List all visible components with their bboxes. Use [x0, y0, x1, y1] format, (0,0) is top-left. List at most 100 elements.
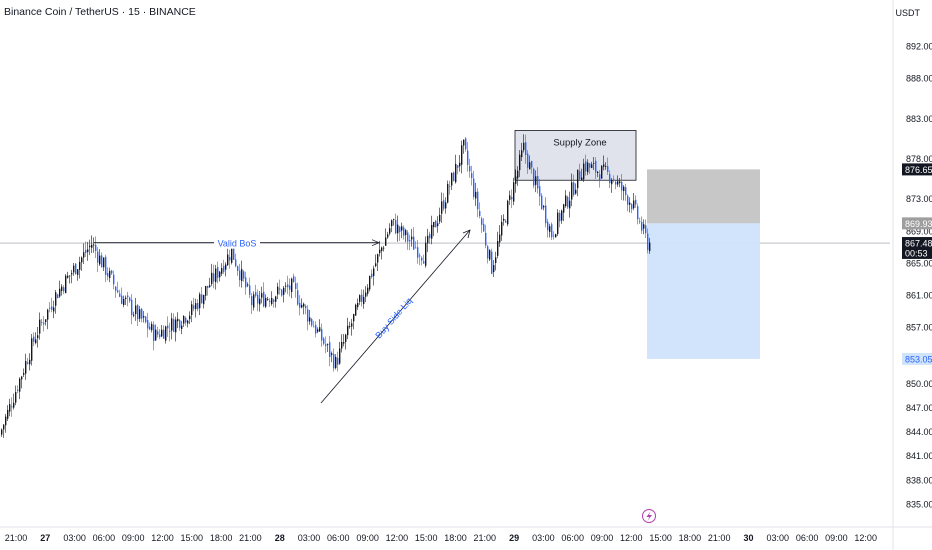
candle-body	[35, 339, 37, 344]
candle-body	[513, 182, 515, 202]
price-label: 876.65	[905, 165, 932, 175]
candle-body	[417, 247, 419, 258]
chart-title: Binance Coin / TetherUS · 15 · BINANCE	[4, 6, 196, 18]
candle-body	[153, 324, 155, 341]
candle-body	[211, 272, 213, 284]
y-tick-label: 841.00	[906, 451, 932, 461]
candle-body	[511, 196, 513, 200]
y-tick-label: 883.00	[906, 114, 932, 124]
candle-body	[597, 171, 599, 174]
candle-body	[305, 306, 307, 309]
candle-body	[117, 290, 119, 293]
candle-body	[537, 176, 539, 189]
take-profit-zone	[647, 223, 760, 359]
candle-body	[137, 305, 139, 320]
candle-body	[641, 221, 643, 231]
candle-body	[559, 213, 561, 222]
candle-body	[433, 222, 435, 228]
candle-body	[139, 309, 141, 319]
candle-body	[609, 173, 611, 184]
stop-loss-zone	[647, 169, 760, 224]
candle-body	[347, 325, 349, 336]
candle-body	[523, 142, 525, 151]
candle-body	[243, 271, 245, 279]
x-tick-label: 12:00	[620, 533, 643, 543]
candle-body	[453, 172, 455, 181]
candle-body	[533, 168, 535, 186]
x-tick-label: 21:00	[5, 533, 28, 543]
candle-body	[63, 287, 65, 292]
candle-body	[575, 189, 577, 194]
candle-body	[591, 164, 593, 168]
candle-body	[157, 331, 159, 335]
candle-body	[75, 263, 77, 275]
candle-body	[71, 273, 73, 275]
candle-body	[13, 402, 15, 408]
price-label: 867.48	[905, 239, 932, 249]
candle-body	[295, 283, 297, 289]
valid-bos-label-bg	[214, 236, 260, 249]
candle-body	[297, 290, 299, 305]
candle-body	[41, 321, 43, 323]
candle-body	[573, 182, 575, 195]
candle-body	[273, 299, 275, 302]
candle-body	[505, 220, 507, 223]
candle-body	[331, 353, 333, 355]
candle-body	[595, 160, 597, 173]
candle-body	[87, 249, 89, 253]
candle-body	[197, 303, 199, 310]
candle-body	[553, 235, 555, 237]
lightning-icon-bolt	[646, 511, 652, 521]
candle-body	[501, 221, 503, 236]
x-tick-label: 06:00	[93, 533, 116, 543]
candle-body	[525, 142, 527, 156]
candle-body	[55, 292, 57, 306]
candle-body	[81, 257, 83, 263]
price-label-box	[902, 237, 932, 250]
candle-body	[207, 285, 209, 289]
valid-bos-label: Valid BoS	[218, 239, 257, 249]
candle-body	[1, 429, 3, 435]
candle-body	[401, 226, 403, 231]
candle-body	[443, 200, 445, 209]
candle-body	[31, 338, 33, 361]
price-label-box	[902, 217, 932, 230]
x-tick-label: 21:00	[708, 533, 731, 543]
candle-body	[479, 211, 481, 217]
candle-body	[145, 316, 147, 323]
candle-body	[535, 176, 537, 185]
candle-body	[351, 323, 353, 327]
x-tick-label: 06:00	[561, 533, 584, 543]
candle-body	[165, 326, 167, 341]
x-tick-label: 15:00	[415, 533, 438, 543]
y-tick-label: 873.00	[906, 194, 932, 204]
candle-body	[91, 244, 93, 248]
candle-body	[3, 424, 5, 430]
candle-body	[577, 169, 579, 189]
candle-body	[365, 292, 367, 297]
candle-body	[393, 218, 395, 220]
candle-body	[159, 334, 161, 338]
candle-body	[265, 298, 267, 307]
candle-body	[251, 296, 253, 306]
candle-body	[193, 305, 195, 309]
candle-body	[605, 166, 607, 167]
candle-body	[215, 268, 217, 282]
candle-body	[623, 186, 625, 192]
candle-body	[353, 314, 355, 322]
candle-body	[101, 255, 103, 268]
candle-body	[33, 336, 35, 342]
currency-label: USDT	[895, 8, 921, 18]
candle-body	[285, 285, 287, 287]
candle-body	[485, 232, 487, 246]
candle-body	[141, 308, 143, 319]
y-tick-label: 857.00	[906, 323, 932, 333]
buy-side-liq-arrowhead	[462, 229, 471, 239]
candle-body	[5, 416, 7, 426]
candle-body	[503, 218, 505, 221]
candle-body	[383, 247, 385, 249]
candle-body	[545, 205, 547, 224]
candle-body	[557, 212, 559, 235]
candle-body	[491, 251, 493, 274]
